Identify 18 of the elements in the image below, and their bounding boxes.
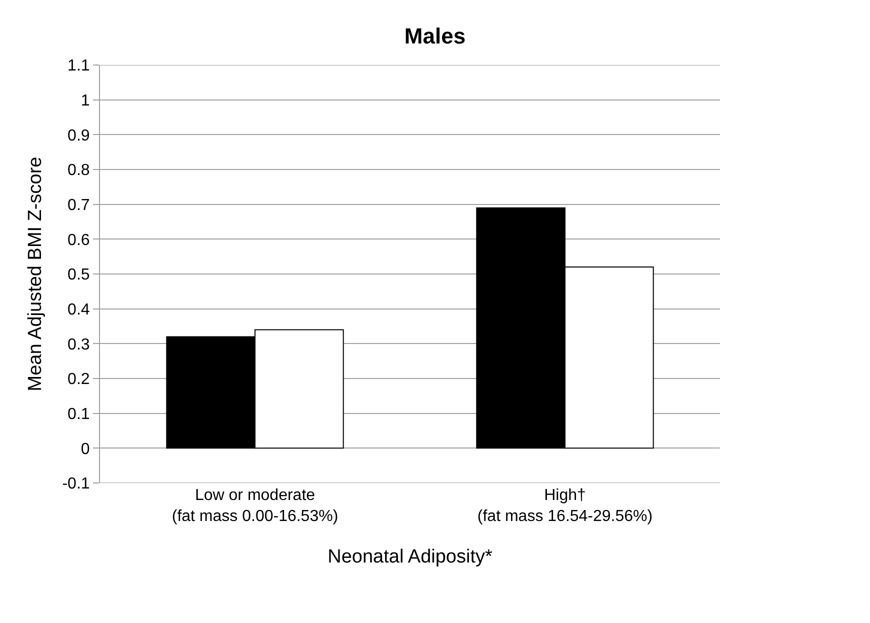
chart-title: Males <box>404 23 466 48</box>
x-tick-label: Low or moderate (fat mass 0.00-16.53%) <box>172 487 338 525</box>
y-tick-label: 0.8 <box>68 162 90 180</box>
y-axis-title: Mean Adjusted BMI Z-score <box>25 156 46 392</box>
y-tick-label: 0.3 <box>68 336 90 354</box>
y-tick-label: 0.6 <box>68 232 90 249</box>
y-tick-label: 0.7 <box>68 196 90 214</box>
y-tick-label: 0.1 <box>68 406 90 423</box>
y-tick-label: 0 <box>80 440 90 458</box>
y-tick-label: 0.4 <box>68 301 90 318</box>
y-tick-label: -0.1 <box>62 476 90 493</box>
x-tick-label: High† (fat mass 16.54-29.56%) <box>477 487 653 525</box>
y-tick-label: 0.5 <box>68 266 90 284</box>
y-tick-label: 1 <box>80 92 90 110</box>
x-axis-title: Neonatal Adiposity* <box>328 546 493 568</box>
y-tick-label: 0.2 <box>68 371 90 388</box>
y-tick-label: 0.9 <box>68 127 90 144</box>
y-tick-label: 1.1 <box>68 58 90 75</box>
